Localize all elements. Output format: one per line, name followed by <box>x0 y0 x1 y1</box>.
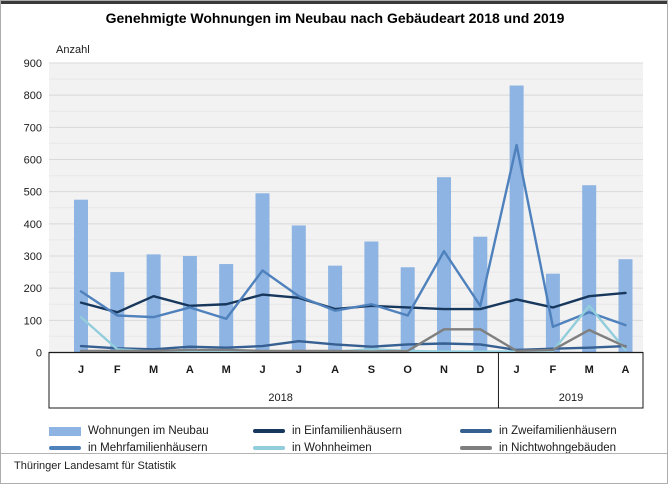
svg-text:A: A <box>331 364 339 376</box>
svg-text:A: A <box>186 364 194 376</box>
svg-text:N: N <box>440 364 448 376</box>
svg-text:O: O <box>403 364 412 376</box>
window-top-edge <box>1 1 667 4</box>
bar <box>146 254 161 353</box>
svg-text:100: 100 <box>24 315 42 327</box>
svg-text:0: 0 <box>36 348 42 360</box>
bar <box>509 85 524 353</box>
x-axis-label-box <box>48 352 644 409</box>
svg-text:J: J <box>259 364 265 376</box>
svg-text:800: 800 <box>24 90 42 102</box>
svg-text:D: D <box>476 364 484 376</box>
legend-item-mehrfamilienhaeuser: in Mehrfamilienhäusern <box>49 442 208 454</box>
svg-text:M: M <box>585 364 594 376</box>
svg-text:A: A <box>622 364 630 376</box>
svg-text:F: F <box>114 364 121 376</box>
svg-text:500: 500 <box>24 187 42 199</box>
legend-item-zweifamilienhaeuser: in Zweifamilienhäusern <box>460 425 617 437</box>
svg-text:F: F <box>550 364 557 376</box>
legend-label: in Einfamilienhäusern <box>292 425 402 437</box>
legend-label: in Nichtwohngebäuden <box>499 442 617 454</box>
bar <box>364 241 379 353</box>
line-in-mehrfamilienhäusern <box>79 143 627 328</box>
svg-text:J: J <box>78 364 84 376</box>
bar <box>400 267 415 353</box>
bar <box>255 193 270 353</box>
bar <box>582 185 597 353</box>
bar <box>473 236 488 353</box>
legend-item-wohnungen-im-neubau: Wohnungen im Neubau <box>49 425 209 437</box>
y-axis-title: Anzahl <box>56 44 90 56</box>
year-labels: 2018 2019 <box>268 392 583 404</box>
legend-label: in Mehrfamilienhäusern <box>88 442 208 454</box>
bar-swatch-icon <box>49 426 81 436</box>
line-swatch-icon <box>253 446 285 450</box>
svg-text:700: 700 <box>24 122 42 134</box>
y-axis-labels: 0 100 200 300 400 500 600 700 800 900 <box>24 58 42 360</box>
chart-title: Genehmigte Wohnungen im Neubau nach Gebä… <box>105 10 565 26</box>
svg-text:2018: 2018 <box>268 392 292 404</box>
svg-text:400: 400 <box>24 219 42 231</box>
svg-text:600: 600 <box>24 155 42 167</box>
svg-text:J: J <box>514 364 520 376</box>
line-swatch-icon <box>460 446 492 450</box>
line-swatch-icon <box>253 429 285 433</box>
legend-label: Wohnungen im Neubau <box>88 425 209 437</box>
svg-text:S: S <box>368 364 375 376</box>
bar <box>291 225 306 353</box>
legend-item-einfamilienhaeuser: in Einfamilienhäusern <box>253 425 402 437</box>
legend-label: in Zweifamilienhäusern <box>499 425 617 437</box>
svg-text:M: M <box>222 364 231 376</box>
footer-divider <box>1 453 667 454</box>
bar <box>618 259 633 353</box>
bar <box>182 256 197 353</box>
gridlines-minor <box>49 78 643 337</box>
source-attribution: Thüringer Landesamt für Statistik <box>14 460 177 472</box>
svg-text:2019: 2019 <box>559 392 583 404</box>
bar <box>545 273 560 353</box>
bars-wohnungen-im-neubau <box>74 85 633 353</box>
legend-item-wohnheime: in Wohnheimen <box>253 442 372 454</box>
svg-text:300: 300 <box>24 251 42 263</box>
svg-text:M: M <box>149 364 158 376</box>
bar <box>437 177 451 353</box>
legend-item-nichtwohngebaeude: in Nichtwohngebäuden <box>460 442 616 454</box>
line-swatch-icon <box>460 429 492 433</box>
bar <box>74 199 88 353</box>
svg-text:900: 900 <box>24 58 42 70</box>
line-swatch-icon <box>49 446 81 450</box>
svg-text:200: 200 <box>24 283 42 295</box>
bar <box>219 264 234 353</box>
svg-text:J: J <box>296 364 302 376</box>
legend-label: in Wohnheimen <box>292 442 372 454</box>
line-in-nichtwohngebäuden <box>79 328 627 353</box>
